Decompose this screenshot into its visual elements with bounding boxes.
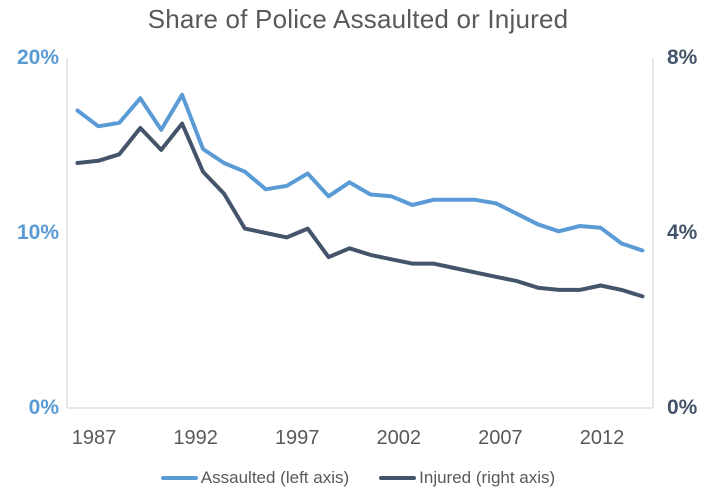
x-axis-tick-2012: 2012 bbox=[579, 427, 625, 449]
chart-title: Share of Police Assaulted or Injured bbox=[147, 4, 569, 34]
right-axis-tick-8pct: 8% bbox=[667, 46, 698, 70]
legend: Assaulted (left axis) Injured (right axi… bbox=[0, 468, 716, 488]
assaulted-line-swatch bbox=[160, 476, 198, 480]
right-axis-tick-4pct: 4% bbox=[667, 221, 698, 245]
left-axis-tick-20pct: 20% bbox=[16, 46, 59, 70]
right-axis-tick-0pct: 0% bbox=[667, 396, 698, 420]
legend-item-assaulted: Assaulted (left axis) bbox=[160, 468, 350, 488]
x-axis-tick-1997: 1997 bbox=[274, 427, 320, 449]
series-line-injured bbox=[75, 121, 645, 299]
x-axis-tick-1992: 1992 bbox=[173, 427, 218, 449]
x-axis-tick-2002: 2002 bbox=[376, 427, 422, 449]
legend-label-assaulted: Assaulted (left axis) bbox=[200, 468, 350, 487]
series-line-assaulted bbox=[75, 92, 645, 253]
legend-item-injured: Injured (right axis) bbox=[379, 468, 555, 488]
legend-label-injured: Injured (right axis) bbox=[419, 468, 556, 487]
injured-line-swatch bbox=[379, 476, 417, 480]
left-axis-tick-10pct: 10% bbox=[16, 221, 59, 245]
x-axis-tick-2007: 2007 bbox=[478, 427, 523, 449]
x-axis-tick-1987: 1987 bbox=[71, 427, 117, 449]
left-axis-tick-0pct: 0% bbox=[28, 396, 59, 420]
